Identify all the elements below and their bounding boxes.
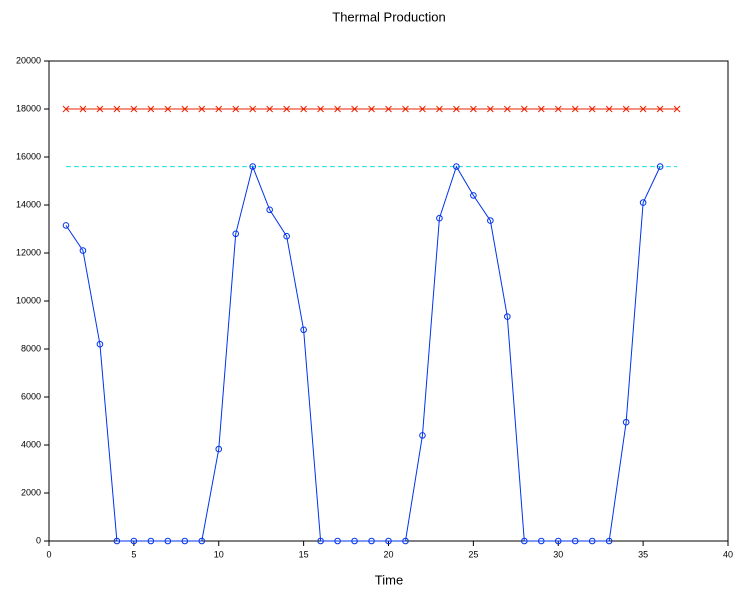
marker [249,105,257,113]
marker [317,537,324,545]
marker [266,105,274,113]
marker [368,105,375,113]
marker [113,537,121,545]
x-tick-label: 20 [383,549,393,559]
marker [571,537,579,545]
marker [571,105,579,113]
marker [79,105,87,113]
marker [537,537,545,545]
marker [622,418,630,426]
marker [232,105,240,113]
marker [639,105,647,113]
marker [113,105,121,113]
marker [385,105,392,113]
y-tick-label: 4000 [21,439,41,449]
series-line [65,164,661,542]
marker [605,537,613,545]
marker [402,105,409,113]
marker [300,105,307,113]
x-tick-label: 15 [299,549,309,559]
marker [402,537,409,545]
marker [283,232,290,240]
marker [62,105,70,113]
marker [419,432,426,439]
y-tick-label: 18000 [16,103,41,113]
plot-frame [48,60,729,542]
marker [317,105,324,113]
x-tick-label: 10 [214,549,224,559]
marker [62,222,70,229]
marker [605,105,613,113]
marker [486,105,494,113]
marker [503,105,511,113]
x-tick-label: 30 [553,549,563,559]
y-tick-label: 2000 [21,487,41,497]
marker [96,340,104,348]
marker [181,105,189,113]
x-tick-label: 25 [468,549,478,559]
x-axis-label: Time [375,572,403,587]
marker [419,105,426,113]
marker [453,105,460,113]
marker [537,105,545,113]
chart-title: Thermal Production [332,9,445,24]
y-tick-label: 20000 [16,55,41,65]
marker [181,537,189,545]
marker [266,206,273,214]
marker [164,105,172,113]
marker [198,537,206,545]
y-tick-label: 14000 [16,199,41,209]
marker [521,537,528,545]
y-tick-label: 6000 [21,391,41,401]
marker [639,199,647,206]
marker [385,537,392,545]
marker [300,326,307,334]
marker [334,537,341,545]
marker [96,105,104,113]
marker [79,247,87,254]
marker [554,537,562,545]
marker [453,163,460,170]
marker [436,214,443,222]
y-tick-label: 8000 [21,343,41,353]
marker [249,163,256,170]
x-tick-label: 40 [723,549,733,559]
y-tick-label: 10000 [16,295,41,305]
marker [351,105,358,113]
marker [147,537,155,545]
marker [198,105,206,113]
marker [504,313,511,320]
marker [588,537,596,545]
marker [520,105,528,113]
marker [368,537,375,545]
marker [147,105,155,113]
marker [215,105,223,113]
y-tick-label: 0 [36,535,41,545]
marker [470,192,477,199]
y-tick-label: 16000 [16,151,41,161]
x-tick-label: 5 [131,549,136,559]
marker [656,105,664,113]
x-tick-label: 35 [638,549,648,559]
marker [334,105,341,113]
marker [622,105,630,113]
marker [351,537,358,545]
marker [130,105,138,113]
marker [673,105,681,113]
y-tick-label: 12000 [16,247,41,257]
marker [215,445,223,453]
marker [656,163,664,170]
marker [164,537,172,545]
marker [588,105,596,113]
marker [487,217,494,224]
marker [130,537,138,545]
marker [436,105,443,113]
marker [470,105,477,113]
marker [232,230,240,238]
marker [283,105,291,113]
marker [554,105,562,113]
x-tick-label: 0 [46,549,51,559]
